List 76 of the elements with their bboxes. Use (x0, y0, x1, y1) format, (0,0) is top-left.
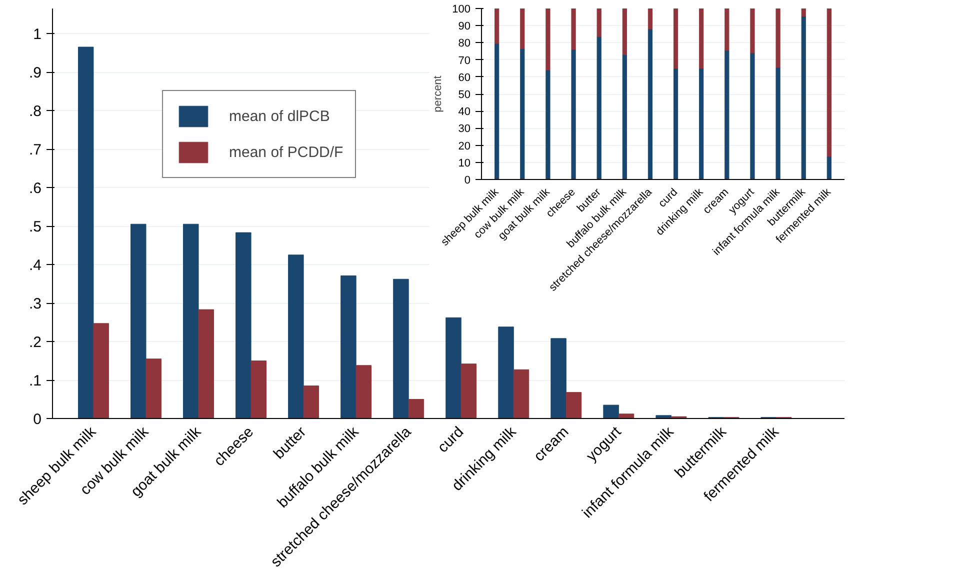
bar (393, 278, 409, 418)
y-tick-label: .6 (28, 180, 42, 198)
bar (724, 50, 730, 180)
bar (520, 48, 525, 180)
bar (566, 392, 582, 418)
y-tick-label: 80 (458, 38, 471, 50)
bar (673, 8, 678, 69)
bar (340, 275, 356, 418)
y-tick-label: 0 (33, 411, 42, 428)
y-tick-label: 50 (458, 89, 471, 101)
bar (724, 8, 730, 51)
legend-label: mean of dlPCB (229, 108, 330, 124)
y-tick-label: 90 (458, 20, 471, 33)
bar (826, 156, 832, 180)
y-tick-label: 70 (458, 54, 471, 67)
bar (130, 224, 146, 418)
y-tick-label: .2 (28, 334, 42, 352)
bar (198, 309, 214, 418)
bar (750, 52, 755, 180)
y-tick-label: 60 (458, 72, 471, 84)
y-tick-label: 40 (458, 106, 471, 118)
bar (250, 360, 267, 418)
bar (460, 364, 477, 418)
bar (513, 369, 530, 418)
y-axis-title: percent (432, 76, 444, 112)
bar (356, 365, 372, 418)
bar (183, 224, 199, 418)
bar (776, 8, 780, 68)
bar (408, 399, 424, 418)
y-tick-label: .4 (28, 257, 42, 274)
bar (494, 43, 500, 180)
y-tick-label: .5 (28, 218, 42, 236)
bar (648, 28, 653, 180)
bar (236, 232, 252, 418)
y-tick-label: .8 (28, 103, 42, 120)
legend-label: mean of PCDD/F (229, 144, 344, 160)
y-tick-label: 10 (458, 157, 471, 170)
bar (776, 67, 780, 180)
bar (550, 338, 566, 418)
bar (520, 8, 525, 49)
bar (801, 8, 806, 16)
y-tick-label: 30 (458, 123, 471, 136)
y-tick-label: .1 (28, 372, 42, 390)
bar (622, 8, 627, 55)
y-tick-label: 100 (452, 4, 471, 16)
bar (288, 254, 304, 418)
bar (303, 386, 320, 418)
y-tick-label: 0 (464, 174, 471, 186)
bar (648, 8, 653, 30)
bar (596, 36, 602, 180)
bar (699, 8, 704, 69)
bar (826, 8, 832, 157)
bar (596, 8, 602, 37)
bar (618, 414, 634, 418)
bar (750, 8, 755, 54)
bar (656, 415, 672, 418)
bar (622, 54, 627, 180)
bar (571, 8, 576, 50)
bar (446, 317, 462, 418)
bar (801, 16, 806, 180)
bar (673, 68, 678, 180)
bar (699, 68, 704, 180)
y-tick-label: .7 (28, 142, 42, 159)
bar (546, 70, 550, 180)
bar (93, 323, 109, 418)
bar (146, 358, 162, 418)
bar (571, 49, 576, 180)
y-tick-label: 20 (458, 140, 471, 152)
bar (546, 8, 550, 70)
bar (78, 46, 94, 418)
bar (494, 8, 500, 44)
bar (603, 404, 619, 418)
bar (498, 326, 514, 418)
y-tick-label: .9 (28, 64, 42, 82)
y-tick-label: 1 (33, 26, 42, 44)
y-tick-label: .3 (28, 296, 42, 313)
